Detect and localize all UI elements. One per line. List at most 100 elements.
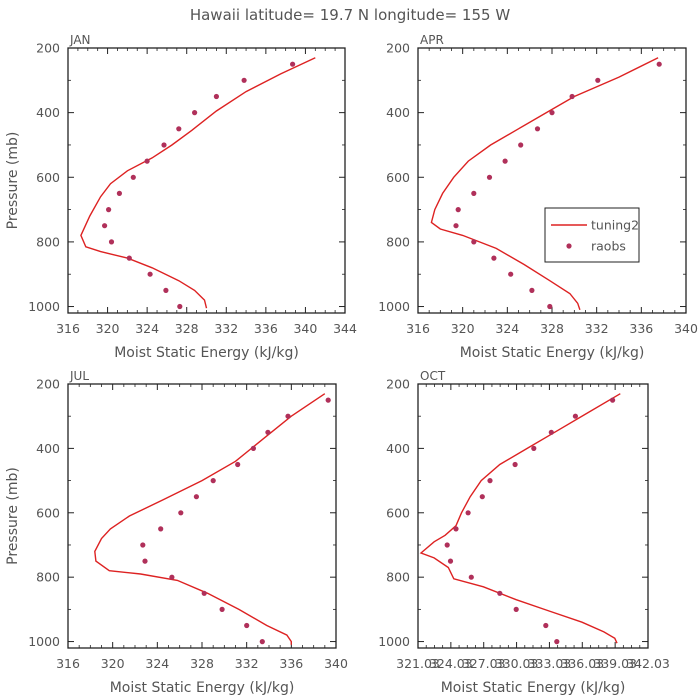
x-tick-label: 340 (324, 656, 348, 671)
data-point-raobs (547, 303, 553, 310)
data-point-raobs (163, 287, 169, 293)
data-point-raobs (453, 526, 459, 532)
data-point-raobs (201, 590, 207, 596)
data-point-raobs (140, 542, 146, 548)
data-point-raobs (192, 110, 198, 116)
panel-apr: APR 316 320 324 328 332 336 340 200 400 600 800 1000… (378, 33, 698, 361)
x-tick-label: 316 (406, 321, 430, 336)
data-point-raobs (250, 445, 256, 451)
y-axis-label: Pressure (mb) (5, 467, 21, 565)
x-tick-label: 344 (333, 321, 357, 336)
y-tick-label: 600 (386, 170, 410, 185)
panel-oct: OCT321.03324.03327.03330.03333.03336.033… (378, 369, 670, 696)
y-tick-label: 800 (36, 234, 60, 249)
chart-panels: JAN 316 320 324 328 332 336 340 344 200 400 600 800 1… (5, 33, 698, 696)
data-point-raobs (569, 93, 575, 100)
x-tick-label: 320 (451, 321, 475, 336)
data-point-raobs (447, 558, 454, 564)
y-tick-label: 1000 (28, 634, 60, 649)
y-tick-label: 200 (36, 41, 60, 56)
x-tick-label: 324 (495, 321, 519, 336)
x-tick-label: 320 (96, 321, 120, 336)
series-line-tuning2 (430, 57, 659, 311)
data-point-raobs (116, 190, 122, 196)
legend-swatch-marker (566, 243, 572, 249)
data-point-raobs (508, 271, 514, 277)
data-point-raobs (177, 303, 183, 310)
x-tick-label: 339.03 (593, 656, 637, 671)
data-point-raobs (108, 239, 115, 245)
data-point-raobs (290, 61, 296, 67)
data-point-raobs (158, 526, 164, 532)
data-point-raobs (465, 510, 471, 516)
data-point-raobs (656, 61, 662, 67)
data-point-raobs (518, 142, 524, 148)
data-point-raobs (468, 574, 474, 580)
data-point-raobs (549, 110, 555, 116)
data-point-raobs (265, 429, 271, 435)
figure-title: Hawaii latitude= 19.7 N longitude= 155 W (190, 6, 510, 24)
data-point-raobs (471, 190, 477, 196)
data-point-raobs (595, 77, 601, 83)
x-tick-label: 336 (629, 321, 653, 336)
data-point-raobs (161, 142, 167, 148)
series-line-tuning2 (94, 393, 326, 645)
x-tick-label: 324 (145, 656, 169, 671)
x-tick-label: 332 (235, 656, 259, 671)
series-line-tuning2 (80, 57, 316, 309)
x-tick-label: 340 (674, 321, 698, 336)
data-point-raobs (130, 174, 136, 180)
x-tick-label: 316 (56, 321, 80, 336)
data-point-raobs (444, 542, 450, 548)
y-tick-label: 1000 (28, 299, 60, 314)
x-tick-label: 316 (56, 656, 80, 671)
y-tick-label: 1000 (378, 299, 410, 314)
plot-frame (67, 383, 337, 649)
data-point-raobs (486, 174, 493, 180)
x-axis-label: Moist Static Energy (kJ/kg) (441, 680, 626, 696)
y-tick-label: 200 (386, 41, 410, 56)
legend: tuning2 raobs (544, 207, 640, 263)
x-tick-label: 328 (540, 321, 564, 336)
y-tick-label: 600 (386, 505, 410, 520)
data-point-raobs (126, 255, 132, 261)
plot-frame (67, 47, 346, 314)
plot-frame (417, 383, 649, 649)
data-point-raobs (235, 461, 241, 468)
x-tick-label: 333.03 (528, 656, 572, 671)
series-line-tuning2 (419, 393, 621, 644)
x-tick-label: 342.03 (626, 656, 670, 671)
data-point-raobs (479, 494, 485, 500)
data-point-raobs (325, 397, 331, 403)
panel-label: JAN (69, 33, 91, 47)
x-tick-label: 324 (135, 321, 159, 336)
x-tick-label: 321.03 (396, 656, 440, 671)
data-point-raobs (176, 126, 182, 132)
y-tick-label: 800 (386, 570, 410, 585)
data-point-raobs (241, 77, 247, 83)
data-point-raobs (491, 255, 497, 261)
data-point-raobs (142, 558, 148, 564)
y-tick-label: 200 (386, 377, 410, 392)
data-point-raobs (487, 478, 493, 484)
x-tick-label: 336.03 (560, 656, 604, 671)
data-point-raobs (531, 445, 537, 451)
data-point-raobs (193, 494, 199, 500)
data-point-raobs (502, 158, 508, 164)
data-point-raobs (144, 158, 150, 164)
x-tick-label: 330.03 (495, 656, 539, 671)
y-tick-label: 600 (36, 170, 60, 185)
data-point-raobs (178, 510, 184, 516)
data-point-raobs (169, 574, 175, 580)
panel-jul: JUL 316 320 324 328 332 336 340 200 400 600 800 1000… (5, 369, 348, 696)
data-point-raobs (102, 223, 108, 229)
x-tick-label: 328 (190, 656, 214, 671)
legend-label: tuning2 (591, 218, 639, 233)
data-point-raobs (455, 207, 461, 213)
x-tick-label: 324.03 (429, 656, 473, 671)
x-axis-label: Moist Static Energy (kJ/kg) (460, 345, 645, 361)
y-tick-label: 400 (386, 105, 410, 120)
y-tick-label: 400 (36, 441, 60, 456)
y-tick-label: 800 (36, 570, 60, 585)
